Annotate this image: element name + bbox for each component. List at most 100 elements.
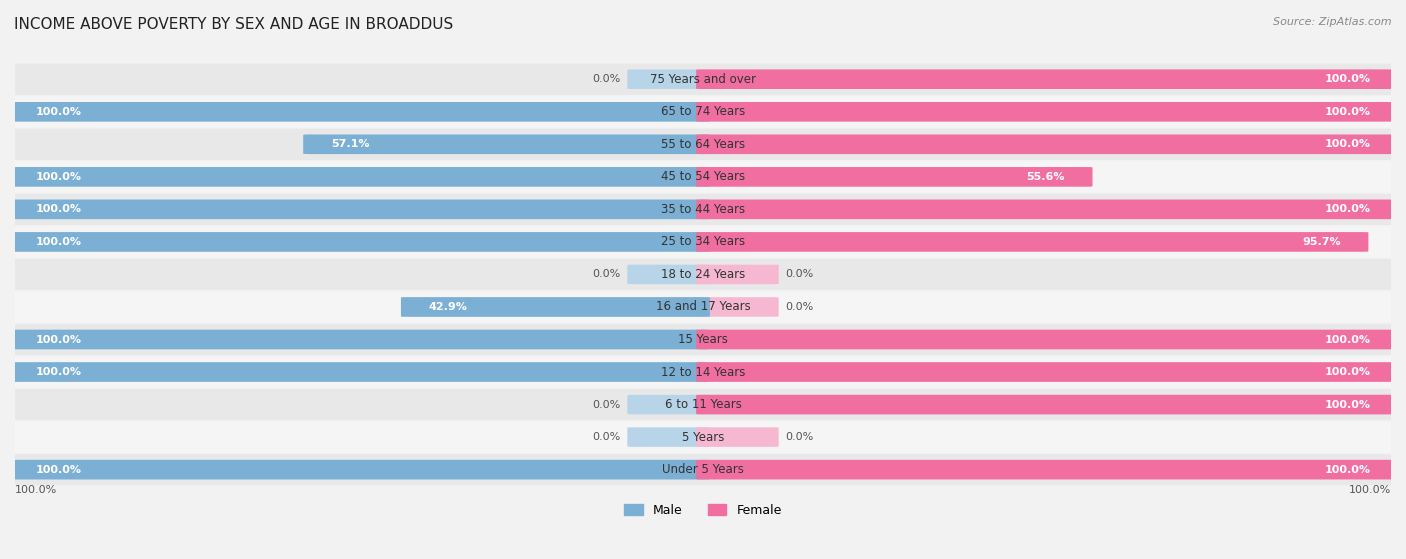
Text: 55.6%: 55.6% [1026, 172, 1064, 182]
Text: 57.1%: 57.1% [330, 139, 370, 149]
FancyBboxPatch shape [8, 232, 710, 252]
FancyBboxPatch shape [8, 167, 710, 187]
FancyBboxPatch shape [696, 167, 1092, 187]
FancyBboxPatch shape [627, 264, 710, 284]
FancyBboxPatch shape [8, 96, 1398, 127]
FancyBboxPatch shape [696, 135, 1398, 154]
Text: 0.0%: 0.0% [786, 432, 814, 442]
FancyBboxPatch shape [696, 200, 1398, 219]
FancyBboxPatch shape [696, 395, 1398, 414]
Text: 0.0%: 0.0% [592, 432, 620, 442]
Text: 12 to 14 Years: 12 to 14 Years [661, 366, 745, 378]
FancyBboxPatch shape [8, 421, 1398, 453]
FancyBboxPatch shape [696, 362, 1398, 382]
Text: 100.0%: 100.0% [35, 237, 82, 247]
Text: 100.0%: 100.0% [35, 334, 82, 344]
FancyBboxPatch shape [696, 232, 1368, 252]
FancyBboxPatch shape [304, 135, 710, 154]
Text: 95.7%: 95.7% [1302, 237, 1341, 247]
FancyBboxPatch shape [696, 330, 1398, 349]
Text: 18 to 24 Years: 18 to 24 Years [661, 268, 745, 281]
Text: 100.0%: 100.0% [35, 172, 82, 182]
Text: 100.0%: 100.0% [1324, 400, 1371, 410]
FancyBboxPatch shape [627, 427, 710, 447]
FancyBboxPatch shape [8, 102, 710, 121]
FancyBboxPatch shape [8, 324, 1398, 355]
FancyBboxPatch shape [696, 200, 1398, 219]
Text: 35 to 44 Years: 35 to 44 Years [661, 203, 745, 216]
FancyBboxPatch shape [8, 362, 710, 382]
FancyBboxPatch shape [696, 395, 1398, 414]
FancyBboxPatch shape [8, 200, 710, 219]
FancyBboxPatch shape [8, 200, 710, 219]
Text: 100.0%: 100.0% [35, 107, 82, 117]
FancyBboxPatch shape [8, 161, 1398, 192]
FancyBboxPatch shape [696, 102, 1398, 121]
Text: 0.0%: 0.0% [786, 302, 814, 312]
Text: 100.0%: 100.0% [1324, 205, 1371, 214]
Text: 100.0%: 100.0% [15, 485, 58, 495]
Text: 55 to 64 Years: 55 to 64 Years [661, 138, 745, 151]
Legend: Male, Female: Male, Female [619, 499, 787, 522]
Text: 5 Years: 5 Years [682, 430, 724, 444]
FancyBboxPatch shape [696, 69, 1398, 89]
FancyBboxPatch shape [696, 102, 1398, 121]
FancyBboxPatch shape [8, 330, 710, 349]
FancyBboxPatch shape [8, 167, 710, 187]
Text: 45 to 54 Years: 45 to 54 Years [661, 170, 745, 183]
FancyBboxPatch shape [696, 69, 1398, 89]
FancyBboxPatch shape [401, 297, 710, 317]
Text: 65 to 74 Years: 65 to 74 Years [661, 105, 745, 119]
FancyBboxPatch shape [8, 357, 1398, 387]
FancyBboxPatch shape [696, 460, 1398, 480]
Text: INCOME ABOVE POVERTY BY SEX AND AGE IN BROADDUS: INCOME ABOVE POVERTY BY SEX AND AGE IN B… [14, 17, 453, 32]
FancyBboxPatch shape [8, 64, 1398, 95]
FancyBboxPatch shape [696, 167, 1092, 187]
FancyBboxPatch shape [8, 226, 1398, 258]
FancyBboxPatch shape [8, 460, 710, 480]
Text: 6 to 11 Years: 6 to 11 Years [665, 398, 741, 411]
Text: 15 Years: 15 Years [678, 333, 728, 346]
FancyBboxPatch shape [401, 297, 710, 317]
Text: 100.0%: 100.0% [1324, 139, 1371, 149]
FancyBboxPatch shape [8, 362, 710, 382]
FancyBboxPatch shape [696, 135, 1398, 154]
Text: 100.0%: 100.0% [1348, 485, 1391, 495]
Text: 100.0%: 100.0% [1324, 334, 1371, 344]
FancyBboxPatch shape [627, 395, 710, 414]
Text: Source: ZipAtlas.com: Source: ZipAtlas.com [1274, 17, 1392, 27]
FancyBboxPatch shape [304, 135, 710, 154]
Text: 100.0%: 100.0% [35, 205, 82, 214]
Text: 0.0%: 0.0% [592, 400, 620, 410]
Text: 100.0%: 100.0% [1324, 367, 1371, 377]
FancyBboxPatch shape [8, 291, 1398, 323]
FancyBboxPatch shape [8, 194, 1398, 225]
FancyBboxPatch shape [627, 69, 710, 89]
FancyBboxPatch shape [8, 102, 710, 121]
FancyBboxPatch shape [8, 330, 710, 349]
FancyBboxPatch shape [696, 232, 1368, 252]
FancyBboxPatch shape [8, 460, 710, 480]
FancyBboxPatch shape [696, 460, 1398, 480]
Text: 100.0%: 100.0% [35, 465, 82, 475]
Text: 100.0%: 100.0% [1324, 74, 1371, 84]
Text: 75 Years and over: 75 Years and over [650, 73, 756, 86]
FancyBboxPatch shape [696, 427, 779, 447]
Text: 100.0%: 100.0% [1324, 465, 1371, 475]
Text: 42.9%: 42.9% [429, 302, 467, 312]
Text: 100.0%: 100.0% [1324, 107, 1371, 117]
FancyBboxPatch shape [8, 259, 1398, 290]
FancyBboxPatch shape [8, 232, 710, 252]
FancyBboxPatch shape [8, 389, 1398, 420]
Text: 0.0%: 0.0% [786, 269, 814, 280]
Text: 100.0%: 100.0% [35, 367, 82, 377]
Text: 25 to 34 Years: 25 to 34 Years [661, 235, 745, 248]
Text: 16 and 17 Years: 16 and 17 Years [655, 301, 751, 314]
FancyBboxPatch shape [696, 362, 1398, 382]
Text: 0.0%: 0.0% [592, 74, 620, 84]
FancyBboxPatch shape [8, 454, 1398, 485]
Text: 0.0%: 0.0% [592, 269, 620, 280]
FancyBboxPatch shape [696, 264, 779, 284]
Text: Under 5 Years: Under 5 Years [662, 463, 744, 476]
FancyBboxPatch shape [696, 297, 779, 317]
